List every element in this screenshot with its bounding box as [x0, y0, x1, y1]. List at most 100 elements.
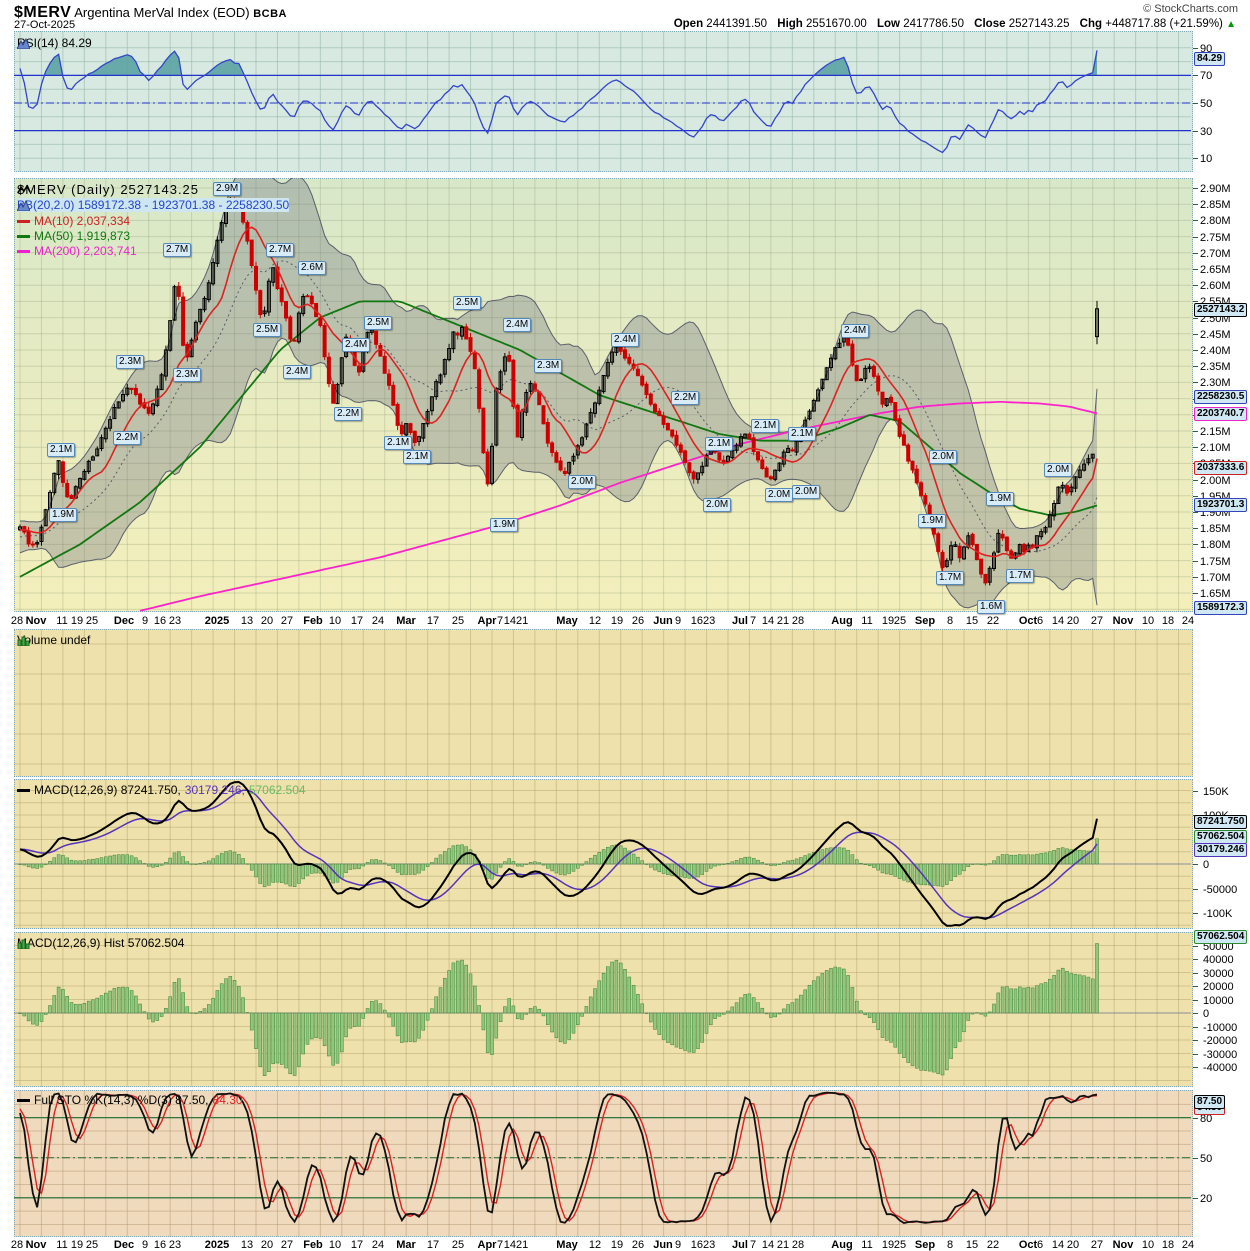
price-annotation-19: 1.9M	[490, 518, 519, 532]
price-callout-2: 2203740.7	[1194, 407, 1248, 421]
price-tick	[1193, 560, 1198, 562]
sto-tick	[1193, 1117, 1198, 1119]
xaxis-top-35: Aug	[831, 615, 853, 627]
mountain-icon	[17, 199, 30, 211]
price-annotation-13: 2.5M	[364, 316, 393, 330]
xaxis-top-20: Apr	[477, 615, 497, 627]
price-annotation-6: 2.9M	[213, 182, 242, 196]
xaxis-top-21: 7	[496, 615, 504, 627]
price-annotation-28: 2.0M	[792, 485, 821, 499]
xaxis-top-29: 1623	[690, 615, 716, 627]
xaxis-top-33: 21	[776, 615, 790, 627]
xaxis-bottom-44: 6	[1036, 1239, 1044, 1251]
xaxis-bottom-28: 9	[674, 1239, 682, 1251]
price-tick	[1193, 431, 1198, 432]
xaxis-top-10: 13	[240, 615, 254, 627]
price-annotation-1: 1.9M	[49, 508, 78, 522]
ma10-line-icon	[17, 219, 30, 223]
macd-tick	[1193, 864, 1198, 865]
hist-tick	[1193, 972, 1198, 974]
volume-chart	[14, 629, 1191, 777]
price-callout-3: 2037333.6	[1194, 461, 1248, 475]
xaxis-top-40: 8	[946, 615, 954, 627]
xaxis-top-28: 9	[674, 615, 682, 627]
xaxis-bottom-0: 28	[10, 1239, 24, 1251]
hist-tick	[1193, 1026, 1198, 1028]
volume-legend-label: Volume undef	[17, 633, 91, 647]
xaxis-bottom-1: Nov	[25, 1239, 47, 1251]
xaxis-bottom-40: 8	[946, 1239, 954, 1251]
xaxis-bottom-49: 10	[1141, 1239, 1155, 1251]
price-tick	[1193, 512, 1198, 513]
open-label: Open	[673, 18, 704, 30]
price-annotation-35: 1.7M	[1006, 569, 1035, 583]
xaxis-top-27: Jun	[653, 615, 673, 627]
price-tick-label: 1.70M	[1200, 571, 1231, 584]
xaxis-top-13: Feb	[303, 615, 323, 627]
xaxis-top-23: May	[556, 615, 578, 627]
price-annotation-32: 1.7M	[936, 571, 965, 585]
macd-legend: MACD(12,26,9) 87241.750, 30179.246, 5706…	[17, 783, 306, 797]
hist-tick-label: -10000	[1203, 1021, 1238, 1034]
price-tick-label: 2.70M	[1200, 247, 1231, 260]
rsi-chart	[14, 31, 1191, 172]
up-arrow-icon: ▲	[1226, 19, 1236, 30]
price-tick-label: 2.80M	[1200, 215, 1231, 228]
xaxis-bottom-10: 13	[240, 1239, 254, 1251]
price-tick	[1193, 301, 1198, 303]
ma50-line-icon	[17, 234, 30, 238]
price-tick-label: 2.30M	[1200, 377, 1231, 390]
xaxis-top-1: Nov	[25, 615, 47, 627]
ma50-legend-label: MA(50) 1,919,873	[34, 229, 131, 243]
rsi-tick-10	[1193, 158, 1198, 160]
xaxis-top-12: 27	[280, 615, 294, 627]
ma200-legend-label: MA(200) 2,203,741	[34, 244, 137, 258]
xaxis-top-3: 19	[70, 615, 84, 627]
xaxis-bottom-12: 27	[280, 1239, 294, 1251]
xaxis-top-43: Oct	[1018, 615, 1038, 627]
hist-tick-label: 20000	[1203, 981, 1234, 993]
high-label: High	[777, 18, 803, 30]
xaxis-top-26: 26	[631, 615, 645, 627]
xaxis-top-6: 9	[141, 615, 149, 627]
xaxis-bottom-38: 25	[893, 1239, 907, 1251]
rsi-tick-label-10: 10	[1200, 153, 1213, 166]
macd-callout-2: 30179.246	[1194, 843, 1248, 857]
sto-legend-d: 84.30	[212, 1093, 243, 1107]
rsi-callout: 84.29	[1194, 52, 1226, 66]
hist-tick	[1193, 1053, 1198, 1055]
price-tick	[1193, 479, 1198, 481]
xaxis-bottom-8: 23	[168, 1239, 182, 1251]
high-value: 2551670.00	[806, 18, 867, 30]
xaxis-top-38: 25	[893, 615, 907, 627]
price-annotation-33: 1.9M	[986, 492, 1015, 506]
bb-legend: BB(20,2.0) 1589172.38 - 1923701.38 - 225…	[17, 198, 290, 212]
xaxis-bottom-34: 28	[791, 1239, 805, 1251]
xaxis-bottom-43: Oct	[1018, 1239, 1038, 1251]
sto-tick-label: 80	[1200, 1112, 1213, 1125]
sto-chart	[14, 1090, 1191, 1237]
price-tick	[1193, 220, 1198, 222]
price-tick	[1193, 350, 1198, 351]
xaxis-bottom-17: Mar	[396, 1239, 416, 1251]
price-chart-icon	[17, 184, 31, 194]
xaxis-top-0: 28	[10, 615, 24, 627]
price-annotation-2: 2.2M	[113, 431, 142, 445]
xaxis-top-37: 19	[881, 615, 895, 627]
price-annotation-21: 2.4M	[611, 333, 640, 347]
xaxis-top-18: 17	[426, 615, 440, 627]
price-tick-label: 2.85M	[1200, 199, 1231, 212]
xaxis-top-25: 19	[610, 615, 624, 627]
xaxis-top-45: 14	[1051, 615, 1065, 627]
xaxis-top-41: 15	[965, 615, 979, 627]
low-value: 2417786.50	[903, 18, 964, 30]
xaxis-bottom-21: 7	[496, 1239, 504, 1251]
price-annotation-22: 2.2M	[671, 391, 700, 405]
price-tick	[1193, 495, 1198, 497]
sto-tick-label: 20	[1200, 1192, 1213, 1205]
price-tick	[1193, 285, 1198, 287]
xaxis-bottom-15: 17	[350, 1239, 364, 1251]
price-callout-1: 2258230.5	[1194, 390, 1248, 404]
xaxis-bottom-35: Aug	[831, 1239, 853, 1251]
